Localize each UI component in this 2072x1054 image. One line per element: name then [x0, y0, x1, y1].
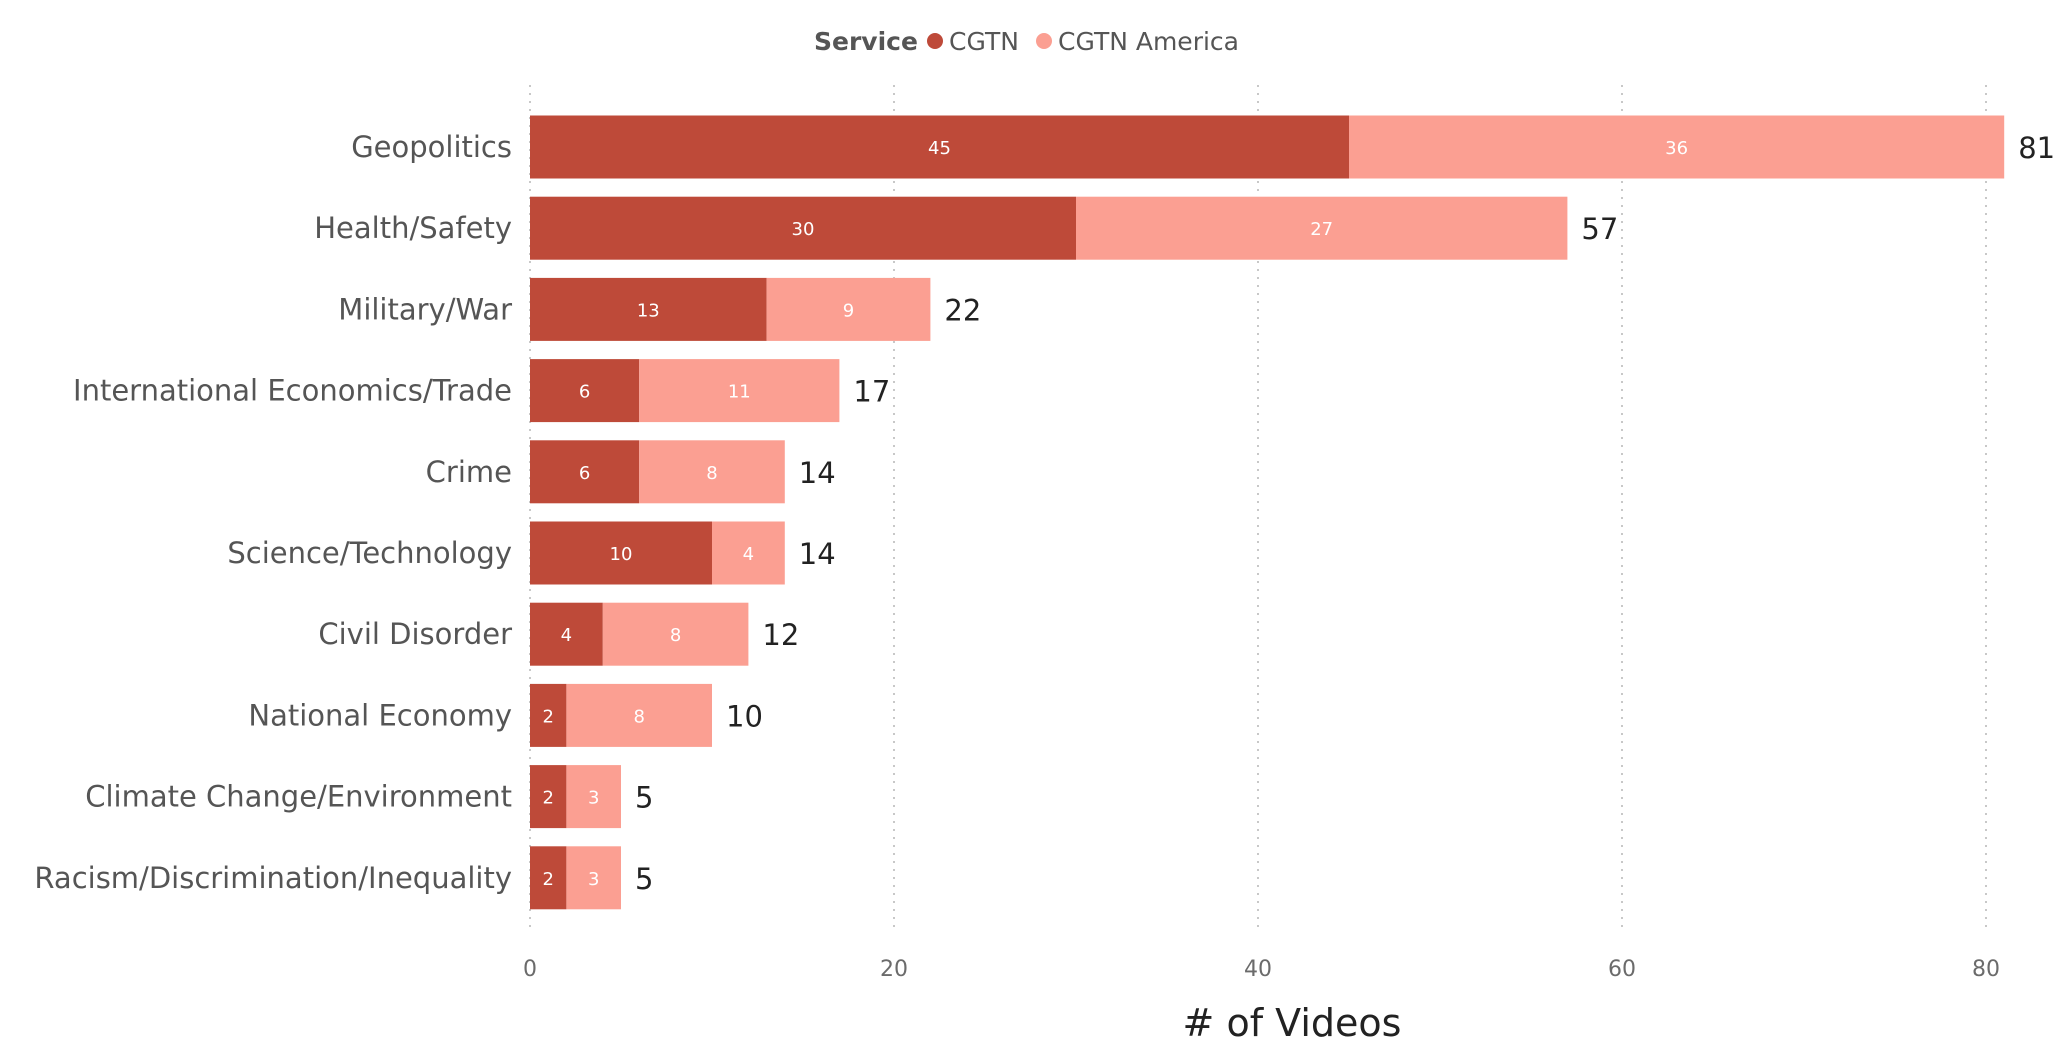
x-axis-ticks: 0 20 40 60 80: [523, 957, 2000, 982]
x-tick-label: 80: [1972, 957, 2000, 982]
bar-cgtn-america-geopolitics: [1349, 115, 2005, 179]
category-label-racism-discrimination-inequality: Racism/Discrimination/Inequality: [34, 861, 512, 895]
bar-cgtn-america-international-economics-trade: [639, 359, 840, 423]
data-label-cgtn-geopolitics: 45: [928, 138, 951, 159]
bar-cgtn-climate-change-environment: [530, 765, 567, 829]
bar-cgtn-international-economics-trade: [530, 359, 640, 423]
total-label-civil-disorder: 12: [762, 618, 799, 652]
total-label-science-technology: 14: [799, 537, 836, 571]
bar-cgtn-military-war: [530, 277, 767, 341]
data-label-cgtn-america-civil-disorder: 8: [670, 625, 681, 646]
data-label-cgtn-america-international-economics-trade: 11: [728, 382, 751, 403]
legend-marker-cgtn-america: [1036, 33, 1052, 49]
category-labels: Geopolitics Health/Safety Military/War Inte…: [34, 130, 512, 895]
data-label-cgtn-america-health-safety: 27: [1310, 219, 1333, 240]
bar-cgtn-america-climate-change-environment: [566, 765, 621, 829]
data-label-cgtn-health-safety: 30: [792, 219, 815, 240]
total-label-military-war: 22: [944, 293, 981, 327]
data-label-cgtn-america-racism-discrimination-inequality: 3: [588, 869, 599, 890]
data-label-cgtn-america-crime: 8: [706, 463, 717, 484]
data-label-cgtn-national-economy: 2: [542, 706, 553, 727]
total-label-climate-change-environment: 5: [635, 781, 653, 815]
total-label-health-safety: 57: [1581, 212, 1618, 246]
bar-cgtn-america-national-economy: [566, 683, 712, 747]
x-tick-label: 20: [880, 957, 908, 982]
category-label-national-economy: National Economy: [248, 698, 512, 732]
legend-label-cgtn-america: CGTN America: [1058, 27, 1239, 56]
data-label-cgtn-racism-discrimination-inequality: 2: [542, 869, 553, 890]
bar-cgtn-america-crime: [639, 440, 785, 504]
bar-cgtn-science-technology: [530, 521, 712, 585]
data-label-cgtn-civil-disorder: 4: [561, 625, 572, 646]
data-label-cgtn-international-economics-trade: 6: [579, 382, 590, 403]
bar-cgtn-america-science-technology: [712, 521, 785, 585]
data-label-cgtn-america-geopolitics: 36: [1665, 138, 1688, 159]
bar-cgtn-america-health-safety: [1076, 196, 1568, 260]
x-tick-label: 40: [1244, 957, 1272, 982]
category-label-international-economics-trade: International Economics/Trade: [73, 374, 512, 408]
category-label-climate-change-environment: Climate Change/Environment: [85, 780, 512, 814]
legend-marker-cgtn: [927, 33, 943, 49]
bar-cgtn-america-civil-disorder: [602, 602, 749, 666]
data-label-cgtn-america-national-economy: 8: [633, 706, 644, 727]
bar-cgtn-crime: [530, 440, 640, 504]
bar-cgtn-america-racism-discrimination-inequality: [566, 846, 621, 910]
legend-label-cgtn: CGTN: [949, 27, 1019, 56]
data-label-cgtn-america-science-technology: 4: [743, 544, 754, 565]
bar-cgtn-civil-disorder: [530, 602, 603, 666]
bar-cgtn-health-safety: [530, 196, 1076, 260]
x-axis-title: # of Videos: [1183, 1001, 1402, 1045]
category-label-health-safety: Health/Safety: [314, 211, 512, 245]
total-label-national-economy: 10: [726, 699, 763, 733]
legend: Service CGTN CGTN America: [814, 27, 1239, 56]
category-label-geopolitics: Geopolitics: [351, 130, 512, 164]
x-tick-label: 0: [523, 957, 537, 982]
legend-title: Service: [814, 27, 918, 56]
category-label-science-technology: Science/Technology: [227, 536, 512, 570]
bar-cgtn-america-military-war: [766, 277, 931, 341]
total-label-geopolitics: 81: [2018, 131, 2055, 165]
category-label-civil-disorder: Civil Disorder: [318, 617, 512, 651]
data-label-cgtn-america-military-war: 9: [843, 300, 854, 321]
data-label-cgtn-america-climate-change-environment: 3: [588, 788, 599, 809]
total-label-racism-discrimination-inequality: 5: [635, 862, 653, 896]
total-label-crime: 14: [799, 456, 836, 490]
data-label-cgtn-climate-change-environment: 2: [542, 788, 553, 809]
bar-cgtn-geopolitics: [530, 115, 1349, 179]
data-label-cgtn-science-technology: 10: [610, 544, 633, 565]
total-label-international-economics-trade: 17: [853, 375, 890, 409]
category-label-crime: Crime: [426, 455, 512, 489]
x-tick-label: 60: [1608, 957, 1636, 982]
category-label-military-war: Military/War: [338, 292, 512, 326]
data-label-cgtn-crime: 6: [579, 463, 590, 484]
bar-cgtn-national-economy: [530, 683, 567, 747]
bar-cgtn-racism-discrimination-inequality: [530, 846, 567, 910]
data-label-cgtn-military-war: 13: [637, 300, 660, 321]
